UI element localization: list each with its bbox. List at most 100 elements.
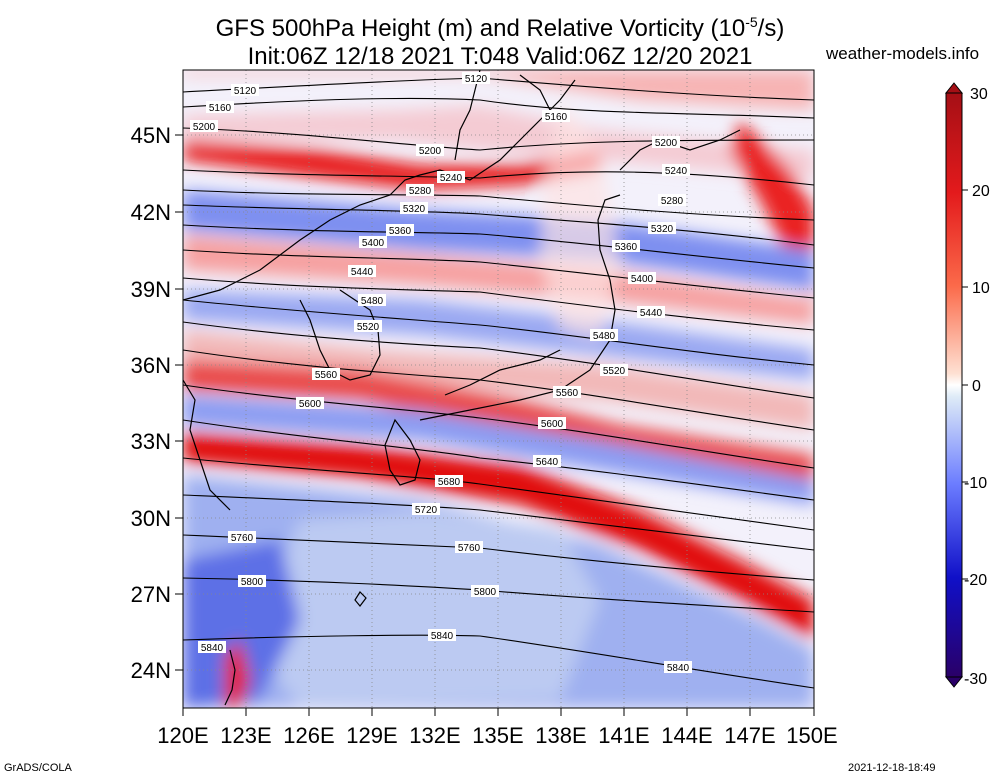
lon-label: 138E bbox=[535, 723, 586, 748]
lon-label: 150E bbox=[786, 723, 837, 748]
contour-label: 5200 bbox=[652, 136, 680, 149]
svg-text:5280: 5280 bbox=[661, 196, 684, 207]
colorbar-tick: -30 bbox=[964, 671, 987, 688]
svg-text:5600: 5600 bbox=[299, 399, 322, 410]
contour-label: 5800 bbox=[238, 575, 266, 588]
lat-label: 30N bbox=[131, 506, 171, 531]
contour-label: 5320 bbox=[648, 222, 676, 235]
svg-text:5560: 5560 bbox=[315, 370, 338, 381]
svg-text:5440: 5440 bbox=[351, 267, 374, 278]
svg-text:5120: 5120 bbox=[465, 74, 488, 85]
axis-ticks bbox=[175, 134, 815, 716]
contour-label: 5120 bbox=[462, 72, 490, 85]
colorbar-scale bbox=[945, 92, 963, 678]
contour-labels: 5120 5120 5160 5160 5200 5200 5200 5240 … bbox=[190, 72, 692, 674]
colorbar: 30 20 10 0 -10 -20 -30 bbox=[944, 82, 990, 688]
svg-text:5480: 5480 bbox=[361, 296, 384, 307]
title-unit-end: /s) bbox=[757, 15, 785, 42]
latitude-labels: 45N 42N 39N 36N 33N 30N 27N 24N bbox=[131, 123, 171, 683]
lon-label: 144E bbox=[661, 723, 712, 748]
colorbar-bottom-arrow bbox=[944, 676, 964, 688]
svg-text:5240: 5240 bbox=[665, 166, 688, 177]
svg-text:5320: 5320 bbox=[403, 204, 426, 215]
svg-text:5200: 5200 bbox=[193, 122, 216, 133]
svg-text:5160: 5160 bbox=[209, 103, 232, 114]
svg-text:5200: 5200 bbox=[419, 146, 442, 157]
lon-label: 135E bbox=[472, 723, 523, 748]
longitude-labels: 120E 123E 126E 129E 132E 135E 138E 141E … bbox=[157, 723, 837, 748]
contour-label: 5560 bbox=[553, 386, 581, 399]
contour-label: 5200 bbox=[190, 120, 218, 133]
lat-label: 45N bbox=[131, 123, 171, 148]
svg-text:5360: 5360 bbox=[615, 242, 638, 253]
footer-timestamp: 2021-12-18-18:49 bbox=[848, 762, 936, 774]
svg-text:5800: 5800 bbox=[241, 577, 264, 588]
contour-label: 5520 bbox=[600, 364, 628, 377]
contour-label: 5240 bbox=[662, 164, 690, 177]
contour-label: 5360 bbox=[386, 224, 414, 237]
svg-text:5840: 5840 bbox=[431, 631, 454, 642]
contour-label: 5280 bbox=[658, 194, 686, 207]
contour-label: 5720 bbox=[412, 503, 440, 516]
contour-label: 5160 bbox=[542, 110, 570, 123]
vorticity-field bbox=[183, 70, 814, 708]
svg-text:5360: 5360 bbox=[389, 226, 412, 237]
contour-label: 5440 bbox=[348, 265, 376, 278]
lat-label: 33N bbox=[131, 429, 171, 454]
contour-label: 5760 bbox=[228, 531, 256, 544]
svg-text:5520: 5520 bbox=[357, 322, 380, 333]
lon-label: 147E bbox=[724, 723, 775, 748]
svg-text:5560: 5560 bbox=[556, 388, 579, 399]
contour-label: 5440 bbox=[637, 306, 665, 319]
svg-text:5760: 5760 bbox=[231, 533, 254, 544]
lat-label: 39N bbox=[131, 277, 171, 302]
svg-text:5840: 5840 bbox=[201, 643, 224, 654]
lon-label: 129E bbox=[346, 723, 397, 748]
svg-text:5640: 5640 bbox=[536, 457, 559, 468]
contour-label: 5200 bbox=[416, 144, 444, 157]
svg-text:5800: 5800 bbox=[474, 587, 497, 598]
contour-label: 5400 bbox=[628, 272, 656, 285]
contour-label: 5760 bbox=[455, 541, 483, 554]
chart-title: GFS 500hPa Height (m) and Relative Vorti… bbox=[0, 8, 1000, 71]
contour-label: 5320 bbox=[400, 202, 428, 215]
svg-text:5160: 5160 bbox=[545, 112, 568, 123]
contour-label: 5160 bbox=[206, 101, 234, 114]
contour-label: 5360 bbox=[612, 240, 640, 253]
contour-label: 5400 bbox=[359, 236, 387, 249]
footer-software: GrADS/COLA bbox=[4, 762, 72, 774]
svg-text:5120: 5120 bbox=[234, 86, 257, 97]
contour-label: 5640 bbox=[533, 455, 561, 468]
contour-label: 5840 bbox=[664, 661, 692, 674]
svg-text:5400: 5400 bbox=[362, 238, 385, 249]
lon-label: 120E bbox=[157, 723, 208, 748]
svg-text:5680: 5680 bbox=[438, 477, 461, 488]
contour-label: 5600 bbox=[538, 417, 566, 430]
lon-label: 132E bbox=[409, 723, 460, 748]
title-line-1: GFS 500hPa Height (m) and Relative Vorti… bbox=[215, 15, 746, 42]
lat-label: 36N bbox=[131, 353, 171, 378]
contour-label: 5840 bbox=[428, 629, 456, 642]
lon-label: 123E bbox=[220, 723, 271, 748]
contour-label: 5840 bbox=[198, 641, 226, 654]
site-credit: weather-models.info bbox=[826, 44, 980, 63]
contour-label: 5800 bbox=[471, 585, 499, 598]
colorbar-tick: 30 bbox=[970, 86, 988, 103]
contour-label: 5240 bbox=[437, 171, 465, 184]
svg-text:5440: 5440 bbox=[640, 308, 663, 319]
colorbar-tick: 10 bbox=[972, 280, 990, 297]
contour-label: 5600 bbox=[296, 397, 324, 410]
lat-label: 24N bbox=[131, 658, 171, 683]
svg-text:5240: 5240 bbox=[440, 173, 463, 184]
lat-label: 27N bbox=[131, 582, 171, 607]
title-line-2: Init:06Z 12/18 2021 T:048 Valid:06Z 12/2… bbox=[247, 43, 753, 70]
svg-text:5480: 5480 bbox=[593, 331, 616, 342]
contour-label: 5680 bbox=[435, 475, 463, 488]
svg-text:5840: 5840 bbox=[667, 663, 690, 674]
colorbar-tick: 0 bbox=[972, 378, 981, 395]
lon-label: 141E bbox=[598, 723, 649, 748]
svg-text:5280: 5280 bbox=[409, 186, 432, 197]
title-exponent: -5 bbox=[745, 14, 758, 30]
svg-text:5600: 5600 bbox=[541, 419, 564, 430]
